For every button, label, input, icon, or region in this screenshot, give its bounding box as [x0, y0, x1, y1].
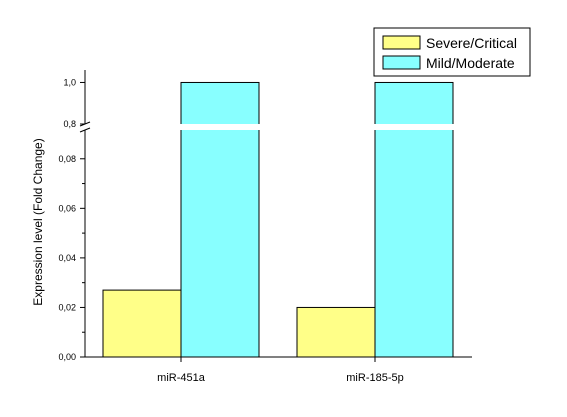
y-lower-tick-label: 0,04	[58, 253, 76, 263]
x-tick-label: miR-185-5p	[346, 372, 403, 384]
y-lower-tick-label: 0,06	[58, 203, 76, 213]
legend-label: Mild/Moderate	[426, 55, 515, 71]
legend: Severe/Critical Mild/Moderate	[373, 27, 531, 77]
legend-swatch	[382, 55, 421, 70]
legend-label: Severe/Critical	[426, 35, 517, 51]
bar-mild-moderate-mir-185-5p	[374, 81, 454, 358]
y-upper-tick-label: 0,8	[63, 119, 76, 129]
axis-break-band	[86, 124, 473, 130]
bars-layer	[102, 81, 454, 358]
axis-break-mark	[79, 127, 91, 133]
y-lower-tick-label: 0,08	[58, 154, 76, 164]
y-upper-tick-label: 1,0	[63, 77, 76, 87]
y-lower-tick-label: 0,00	[58, 352, 76, 362]
bar-severe-critical-mir-185-5p	[296, 306, 376, 358]
bar-mild-moderate-mir-451a	[180, 81, 260, 358]
axis-break-layer	[86, 124, 473, 130]
bar-severe-critical-mir-451a	[102, 289, 182, 358]
x-tick-label: miR-451a	[157, 372, 206, 384]
ticks-layer: miR-451a miR-185-5p 0,00 0,02 0,04 0,06 0,08 0,…	[58, 77, 403, 384]
y-axis-label: Expression level (Fold Change)	[31, 138, 45, 305]
y-lower-tick-label: 0,02	[58, 302, 76, 312]
legend-swatch	[382, 35, 421, 50]
